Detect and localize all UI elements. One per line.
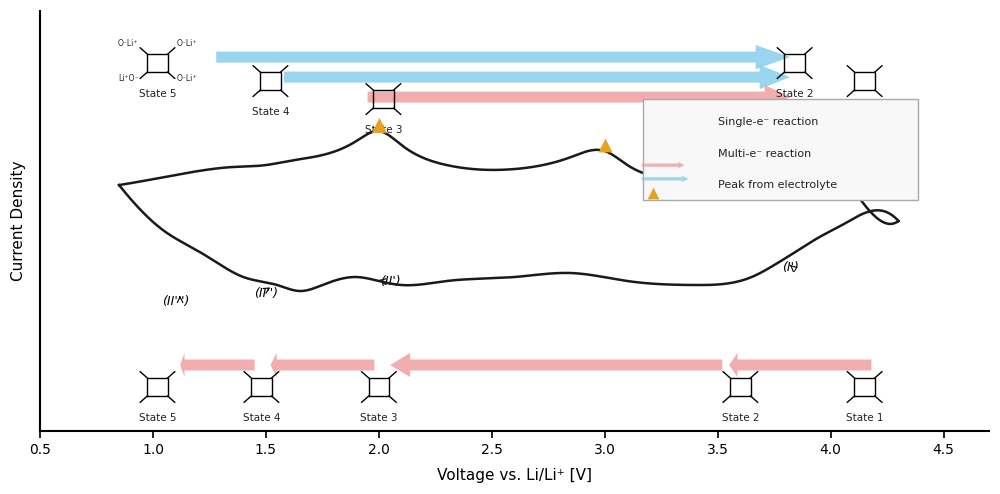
- Text: State 5: State 5: [139, 413, 176, 423]
- Text: State 2: State 2: [776, 89, 813, 99]
- Text: (I'): (I'): [782, 261, 799, 274]
- Text: State 1: State 1: [846, 413, 883, 423]
- Point: [371, 121, 387, 129]
- Text: (II'): (II'): [380, 275, 400, 288]
- FancyArrow shape: [729, 353, 871, 377]
- Text: (II''): (II''): [254, 287, 278, 300]
- Text: State 3: State 3: [360, 413, 398, 423]
- FancyArrow shape: [284, 65, 790, 89]
- FancyArrow shape: [368, 85, 790, 109]
- FancyArrow shape: [216, 45, 790, 69]
- Point: [597, 141, 613, 149]
- Point: [645, 189, 661, 197]
- Text: State 3: State 3: [365, 125, 402, 135]
- Text: O⁻Li⁺: O⁻Li⁺: [118, 39, 138, 48]
- Text: Peak from electrolyte: Peak from electrolyte: [718, 180, 838, 190]
- FancyArrow shape: [180, 353, 255, 377]
- Text: O⁻Li⁺: O⁻Li⁺: [177, 39, 197, 48]
- FancyBboxPatch shape: [643, 99, 918, 200]
- Y-axis label: Current Density: Current Density: [11, 161, 26, 281]
- Text: (II): (II): [788, 159, 805, 172]
- Text: State 4: State 4: [243, 413, 280, 423]
- FancyArrow shape: [270, 353, 374, 377]
- FancyArrow shape: [642, 175, 689, 182]
- Text: O⁻Li⁺: O⁻Li⁺: [177, 74, 197, 83]
- FancyArrow shape: [642, 162, 685, 168]
- Text: State 4: State 4: [252, 107, 289, 117]
- Text: State 5: State 5: [139, 89, 176, 99]
- Text: Li⁺O⁻: Li⁺O⁻: [118, 74, 138, 83]
- FancyArrow shape: [390, 353, 722, 377]
- Text: (I): (I): [835, 163, 849, 176]
- Text: State 1: State 1: [846, 107, 883, 117]
- Text: (II'''): (II'''): [162, 295, 189, 308]
- Text: Multi-e⁻ reaction: Multi-e⁻ reaction: [718, 149, 812, 159]
- Text: State 2: State 2: [722, 413, 759, 423]
- X-axis label: Voltage vs. Li/Li⁺ [V]: Voltage vs. Li/Li⁺ [V]: [437, 468, 592, 483]
- Text: Single-e⁻ reaction: Single-e⁻ reaction: [718, 118, 819, 127]
